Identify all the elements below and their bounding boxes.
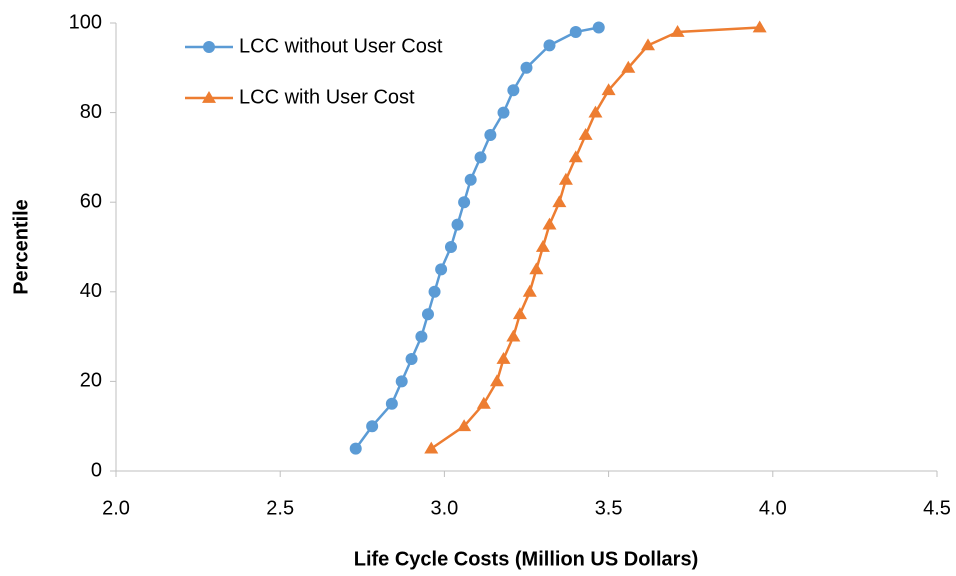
- data-point: [641, 38, 656, 51]
- y-axis-label: Percentile: [10, 199, 32, 295]
- data-point: [476, 396, 491, 409]
- data-point: [385, 397, 398, 410]
- legend-label: LCC without User Cost: [239, 35, 443, 57]
- data-point: [349, 442, 362, 455]
- data-point: [497, 106, 510, 119]
- data-point: [569, 25, 582, 38]
- data-point: [428, 285, 441, 298]
- data-point: [552, 195, 567, 208]
- data-point: [464, 173, 477, 186]
- data-point: [592, 21, 605, 34]
- y-tick-label: 0: [91, 459, 102, 481]
- data-point: [522, 284, 537, 297]
- y-tick-label: 80: [80, 101, 102, 123]
- x-tick-label: 4.5: [923, 497, 951, 519]
- data-point: [444, 241, 457, 253]
- data-point: [520, 61, 533, 74]
- data-point: [588, 105, 603, 118]
- data-point: [601, 83, 616, 96]
- data-point: [558, 172, 573, 185]
- y-tick-label: 20: [80, 370, 102, 392]
- data-point: [578, 128, 593, 140]
- data-point: [474, 151, 487, 164]
- data-point: [752, 20, 767, 33]
- x-tick-label: 2.5: [266, 497, 294, 519]
- data-point: [451, 218, 464, 231]
- data-point: [415, 330, 428, 343]
- data-point: [512, 307, 527, 320]
- legend-label: LCC with User Cost: [239, 86, 415, 108]
- legend-marker: [202, 91, 216, 103]
- y-tick-label: 60: [80, 190, 102, 212]
- x-tick-label: 3.5: [595, 497, 623, 519]
- data-point: [621, 60, 636, 73]
- data-point: [568, 150, 583, 163]
- data-point: [529, 262, 544, 275]
- data-point: [435, 263, 448, 276]
- x-tick-label: 3.0: [430, 497, 458, 519]
- data-point: [366, 420, 379, 433]
- x-tick-label: 2.0: [102, 497, 130, 519]
- data-point: [535, 240, 550, 252]
- data-point: [542, 217, 557, 230]
- y-tick-label: 100: [69, 11, 102, 33]
- x-axis-label: Life Cycle Costs (Million US Dollars): [354, 548, 699, 570]
- data-point: [395, 375, 408, 388]
- data-point: [496, 352, 511, 364]
- data-point: [458, 196, 471, 209]
- data-point: [543, 39, 556, 52]
- legend-marker: [203, 41, 215, 53]
- data-point: [457, 419, 472, 432]
- data-point: [484, 129, 497, 141]
- data-point: [424, 441, 439, 454]
- data-point: [405, 353, 418, 365]
- data-point: [506, 329, 521, 342]
- data-point: [670, 24, 685, 37]
- data-point: [489, 374, 504, 387]
- series-line: [430, 26, 760, 450]
- data-point: [507, 84, 520, 97]
- y-tick-label: 40: [80, 280, 102, 302]
- x-tick-label: 4.0: [759, 497, 787, 519]
- data-point: [421, 308, 434, 321]
